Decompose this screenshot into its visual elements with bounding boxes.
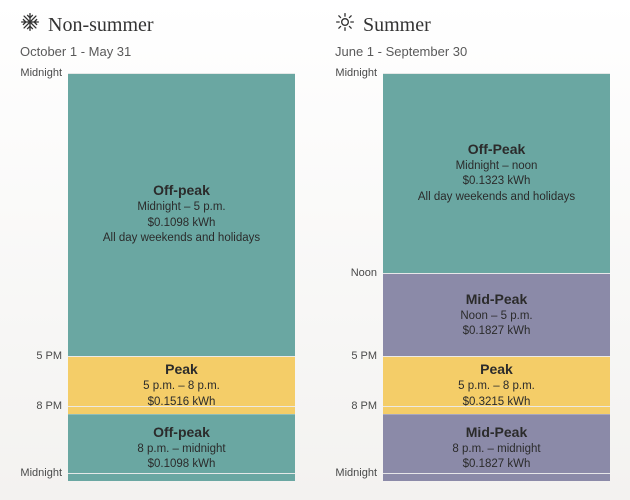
panel-title: Summer [363,14,431,37]
segment-detail: $0.1516 kWh [148,395,216,411]
segment-detail: Noon – 5 p.m. [460,309,532,325]
time-axis: MidnightNoon5 PM8 PMMidnight [335,73,383,473]
panel-subtitle: October 1 - May 31 [20,44,295,59]
tick-line [383,273,610,274]
panel-subtitle: June 1 - September 30 [335,44,610,59]
panel-summer: Summer June 1 - September 30 Midnight Noon 5… [335,12,610,473]
axis-tick: Midnight [20,467,62,479]
sun-icon [335,12,355,38]
segment-detail: $0.1827 kWh [463,457,531,473]
tick-line [68,356,295,357]
time-chart: Midnight5 PM8 PMMidnightOff-peakMidnight… [20,73,295,473]
panel-header: Non-summer [20,12,295,38]
segment-title: Peak [480,361,513,377]
tick-line [68,406,295,407]
rate-segment-midpeak: Mid-Peak Noon – 5 p.m.$0.1827 kWh [383,273,610,356]
tick-line [383,356,610,357]
segment-detail: 5 p.m. – 8 p.m. [143,379,220,395]
panel-header: Summer [335,12,610,38]
segment-detail: $0.1098 kWh [148,216,216,232]
segment-title: Mid-Peak [466,291,527,307]
segment-detail: 5 p.m. – 8 p.m. [458,379,535,395]
segment-title: Off-peak [153,182,210,198]
panel-nonsummer: Non-summer October 1 - May 31 Midnight 5 PM… [20,12,295,473]
rate-segment-midpeak: Mid-Peak 8 p.m. – midnight$0.1827 kWh [383,414,610,481]
rate-segment-offpeak: Off-peak Midnight – 5 p.m.$0.1098 kWhAll … [68,73,295,356]
segment-detail: $0.1098 kWh [148,457,216,473]
segment-detail: All day weekends and holidays [103,231,260,247]
axis-tick: 8 PM [36,400,62,412]
panel-title: Non-summer [48,14,154,37]
tick-line [383,406,610,407]
rate-panels: Non-summer October 1 - May 31 Midnight 5 PM… [0,0,630,473]
segment-title: Mid-Peak [466,424,527,440]
segment-title: Off-Peak [468,141,526,157]
tick-line [68,473,295,474]
segment-title: Off-peak [153,424,210,440]
axis-tick: 5 PM [36,350,62,362]
segment-detail: Midnight – 5 p.m. [137,200,225,216]
axis-tick: Midnight [20,67,62,79]
segment-detail: $0.1827 kWh [463,324,531,340]
time-chart: MidnightNoon5 PM8 PMMidnightOff-PeakMidn… [335,73,610,473]
axis-tick: Noon [351,267,377,279]
segment-detail: Midnight – noon [456,159,538,175]
segment-detail: 8 p.m. – midnight [452,442,540,458]
rate-segment-offpeak: Off-Peak Midnight – noon$0.1323 kWhAll da… [383,73,610,273]
segment-detail: $0.3215 kWh [463,395,531,411]
segment-detail: All day weekends and holidays [418,190,575,206]
axis-tick: Midnight [335,67,377,79]
tick-line [383,73,610,74]
axis-tick: 5 PM [351,350,377,362]
segment-title: Peak [165,361,198,377]
axis-tick: Midnight [335,467,377,479]
rate-bar: Off-peakMidnight – 5 p.m.$0.1098 kWhAll … [68,73,295,473]
time-axis: Midnight5 PM8 PMMidnight [20,73,68,473]
rate-segment-offpeak: Off-peak 8 p.m. – midnight$0.1098 kWh [68,414,295,481]
segment-detail: 8 p.m. – midnight [137,442,225,458]
tick-line [383,473,610,474]
axis-tick: 8 PM [351,400,377,412]
segment-detail: $0.1323 kWh [463,174,531,190]
tick-line [68,73,295,74]
snowflake-icon [20,12,40,38]
